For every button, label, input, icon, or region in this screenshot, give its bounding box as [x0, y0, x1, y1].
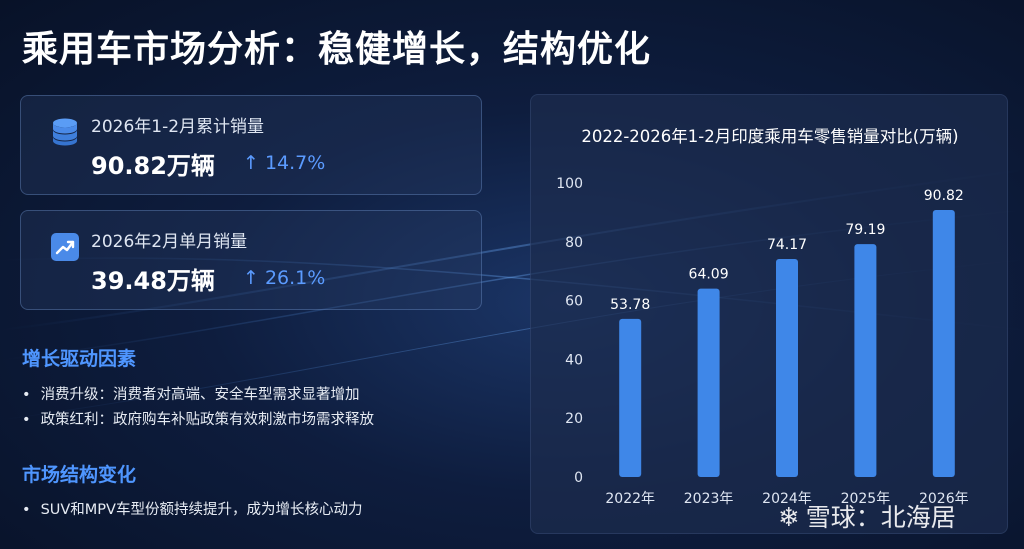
y-tick-label: 60 — [565, 294, 583, 310]
bar-2024年 — [776, 258, 798, 477]
data-label: 90.82 — [924, 188, 964, 204]
y-tick-label: 80 — [565, 235, 583, 251]
trend-up-icon — [51, 233, 79, 261]
x-tick-label: 2024年 — [762, 491, 812, 507]
y-tick-label: 40 — [565, 352, 583, 368]
watermark-text: 雪球：北海居 — [805, 503, 956, 532]
bar-2025年 — [854, 244, 877, 477]
list-item: 政策红利：政府购车补贴政策有效刺激市场需求释放 — [22, 408, 375, 433]
x-tick-label: 2022年 — [605, 491, 655, 507]
structure-section-title: 市场结构变化 — [22, 464, 137, 486]
drivers-list: 消费升级：消费者对高端、安全车型需求显著增加 政策红利：政府购车补贴政策有效刺激… — [22, 383, 375, 433]
database-stack-icon — [53, 118, 77, 146]
bar-2026年 — [932, 209, 955, 477]
y-tick-label: 100 — [556, 176, 583, 192]
data-label: 74.17 — [767, 237, 807, 253]
y-tick-label: 20 — [565, 411, 583, 427]
page-title: 乘用车市场分析：稳健增长，结构优化 — [22, 29, 652, 70]
x-tick-label: 2026年 — [919, 491, 969, 507]
watermark: ❄ 雪球：北海居 — [778, 498, 956, 534]
cumulative-sales-growth: ↑ 14.7% — [243, 152, 326, 174]
drivers-section-title: 增长驱动因素 — [22, 348, 137, 370]
structure-list: SUV和MPV车型份额持续提升，成为增长核心动力 — [22, 498, 363, 523]
chart-panel: 2022-2026年1-2月印度乘用车零售销量对比(万辆) 0 20 40 60 80 1… — [530, 94, 1008, 534]
data-label: 79.19 — [845, 222, 885, 238]
list-item: SUV和MPV车型份额持续提升，成为增长核心动力 — [22, 498, 363, 523]
monthly-sales-growth: ↑ 26.1% — [243, 267, 326, 289]
bar-2023年 — [697, 288, 720, 477]
monthly-sales-value: 39.48万辆 — [91, 267, 215, 295]
cumulative-sales-card: 2026年1-2月累计销量 90.82万辆 ↑ 14.7% — [20, 95, 482, 195]
cumulative-sales-label: 2026年1-2月累计销量 — [91, 117, 265, 137]
sales-bar-chart: 0 20 40 60 80 100 53.78 2022年 64.09 2023年 74.17 202… — [556, 176, 969, 507]
y-tick-label: 0 — [574, 470, 583, 486]
data-label: 53.78 — [610, 297, 650, 313]
monthly-sales-label: 2026年2月单月销量 — [91, 232, 248, 252]
chart-title: 2022-2026年1-2月印度乘用车零售销量对比(万辆) — [581, 127, 959, 146]
snowball-logo-icon: ❄ — [778, 503, 800, 533]
monthly-sales-card: 2026年2月单月销量 39.48万辆 ↑ 26.1% — [20, 210, 482, 310]
cumulative-sales-value: 90.82万辆 — [91, 152, 215, 180]
bar-2022年 — [619, 318, 642, 477]
list-item: 消费升级：消费者对高端、安全车型需求显著增加 — [22, 383, 374, 408]
data-label: 64.09 — [689, 267, 729, 283]
x-tick-label: 2023年 — [684, 491, 734, 507]
x-tick-label: 2025年 — [841, 491, 891, 507]
